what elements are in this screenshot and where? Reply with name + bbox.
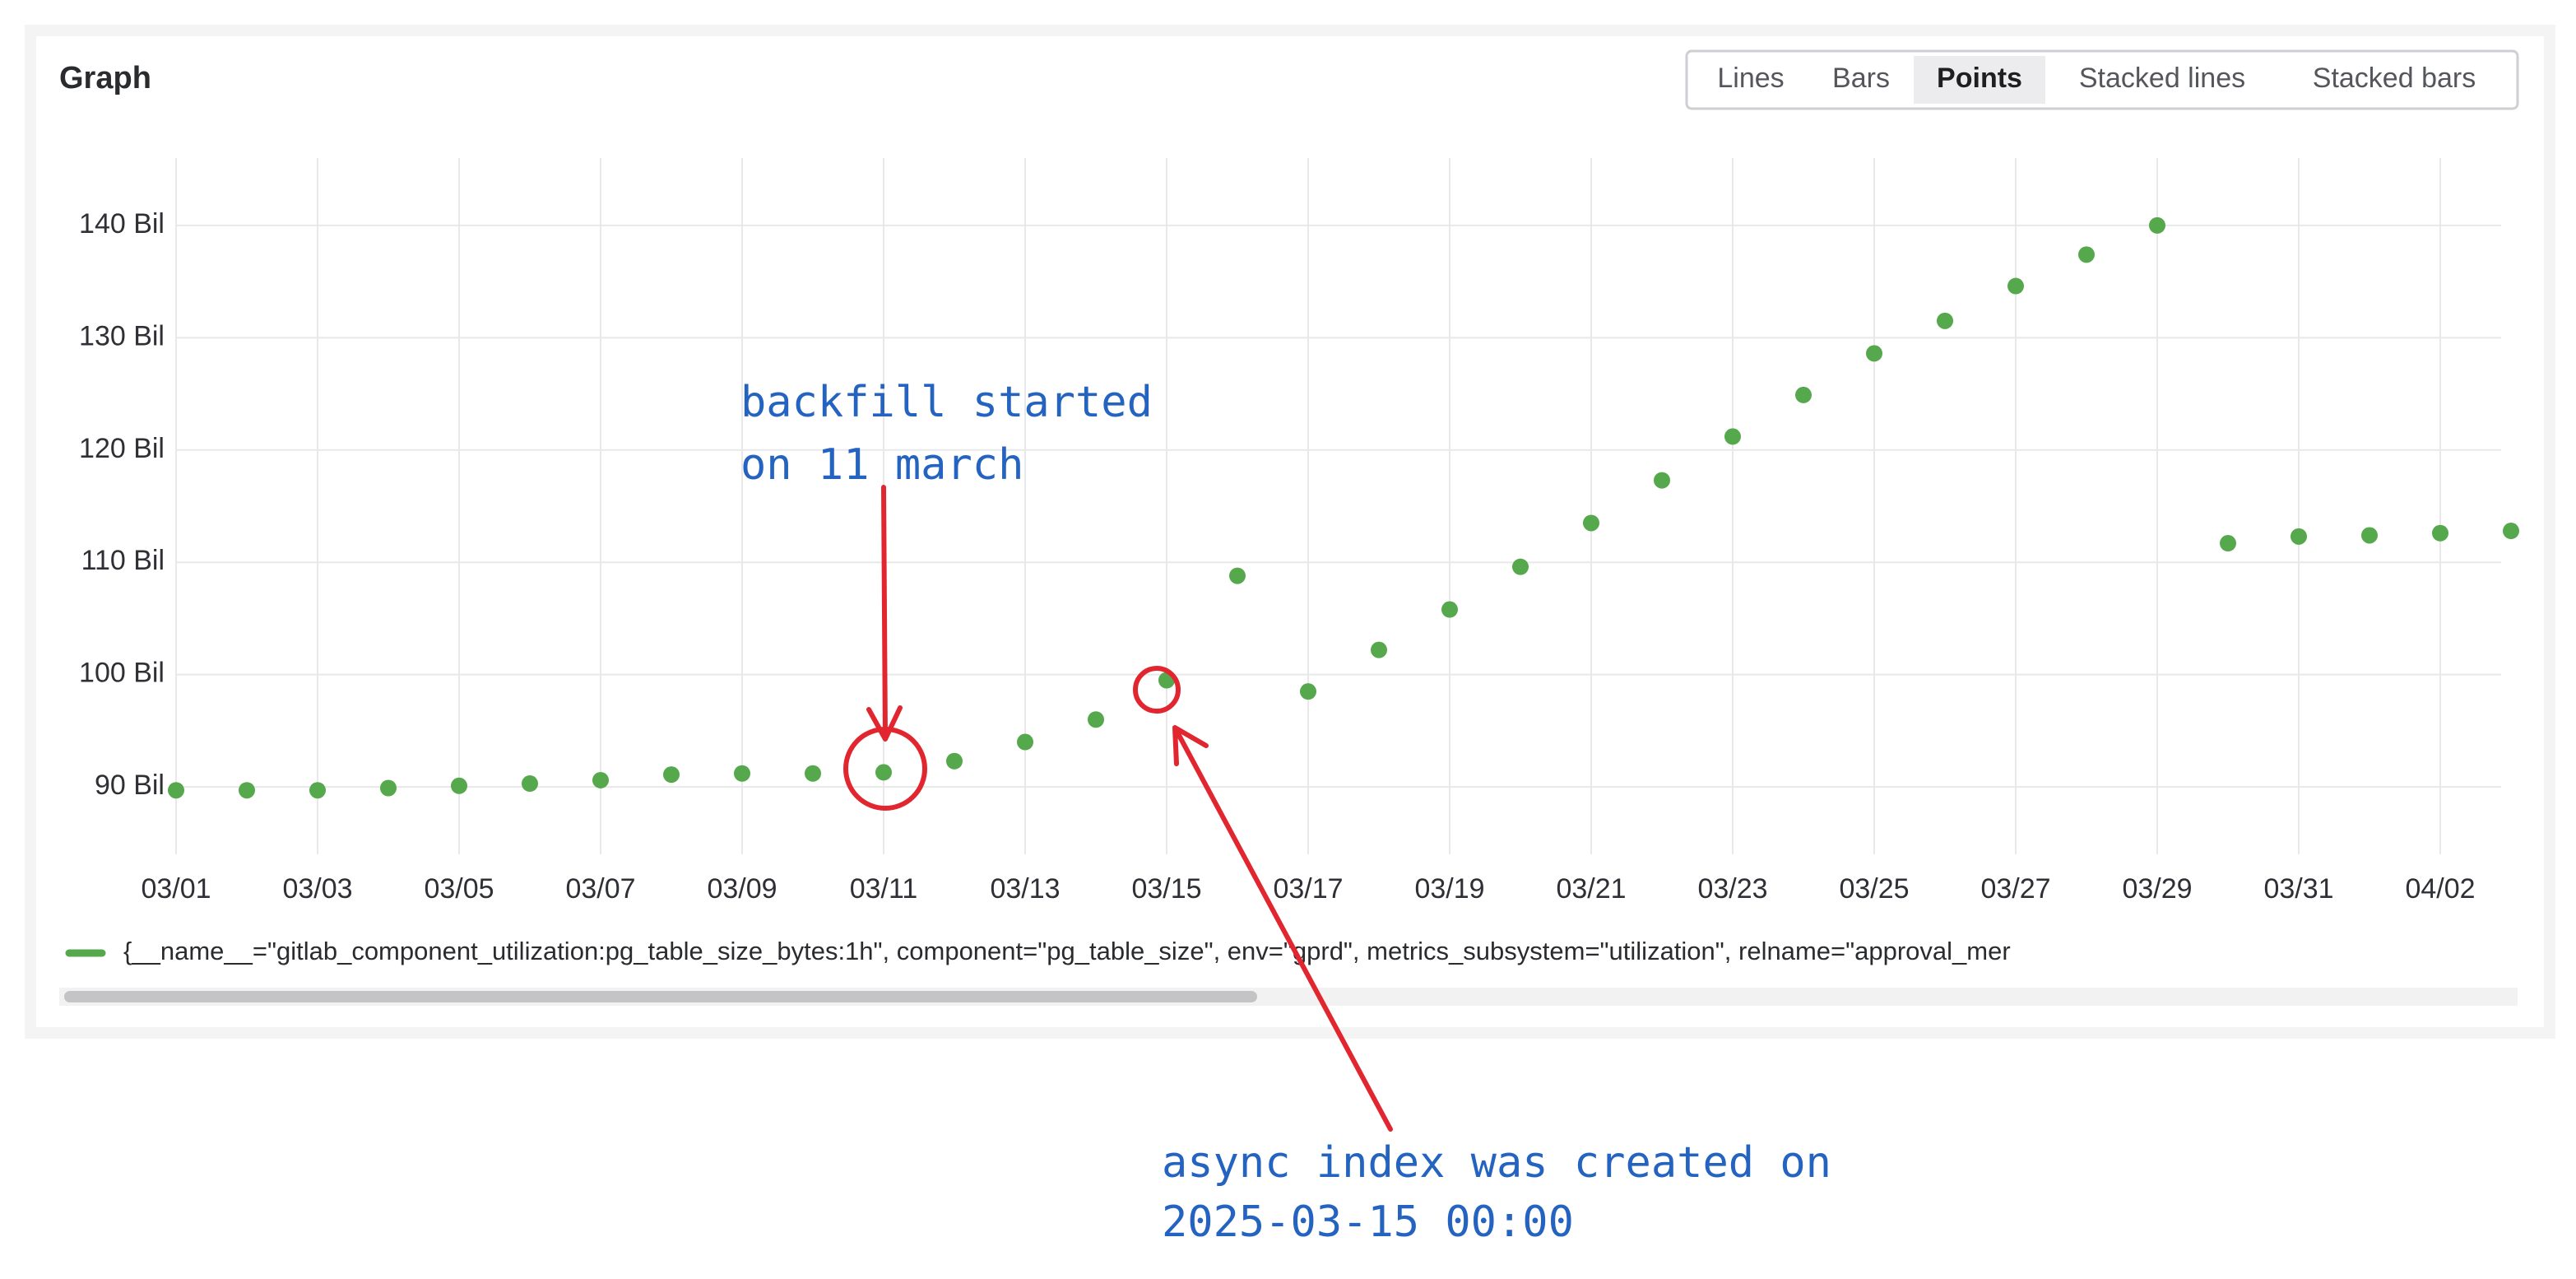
x-tick-label: 03/27 (1980, 873, 2050, 905)
annotation: 2025-03-15 00:00 (1162, 1198, 1574, 1247)
annotation: backfill started (740, 378, 1153, 427)
data-point (1866, 345, 1882, 362)
x-tick-label: 03/29 (2122, 873, 2192, 905)
data-point (451, 777, 467, 794)
data-point (1795, 386, 1812, 403)
data-point (1441, 601, 1458, 618)
data-point (2361, 527, 2378, 544)
data-point (1583, 514, 1599, 532)
x-tick-label: 03/15 (1131, 873, 1201, 905)
data-point (1937, 312, 1953, 329)
y-tick-label: 140 Bil (79, 208, 165, 240)
x-tick-label: 03/09 (707, 873, 777, 905)
mode-button[interactable]: Points (1937, 63, 2022, 94)
data-point (2220, 535, 2236, 552)
y-tick-label: 100 Bil (79, 658, 165, 689)
data-point (1300, 683, 1316, 700)
data-point (2432, 524, 2448, 542)
data-point (663, 766, 680, 784)
mode-button[interactable]: Stacked lines (2079, 63, 2245, 94)
y-tick-label: 110 Bil (81, 545, 165, 576)
mode-button[interactable]: Stacked bars (2313, 63, 2476, 94)
mode-button[interactable]: Bars (1832, 63, 1890, 94)
data-point (1512, 558, 1529, 575)
data-point (522, 775, 538, 793)
data-point (2078, 246, 2095, 263)
data-point (380, 779, 397, 797)
x-tick-label: 03/23 (1697, 873, 1767, 905)
scrollbar-thumb[interactable] (64, 991, 1257, 1002)
data-point (946, 752, 963, 770)
data-point (734, 765, 750, 782)
x-tick-label: 03/01 (141, 873, 211, 905)
data-point (875, 764, 892, 781)
arrow (866, 485, 903, 742)
legend-entry[interactable]: {__name__="gitlab_component_utilization:… (123, 937, 2011, 965)
panel (36, 36, 2544, 1027)
data-point (1371, 641, 1387, 658)
y-tick-label: 120 Bil (79, 433, 165, 464)
data-point (2149, 216, 2165, 234)
mode-button[interactable]: Lines (1717, 63, 1784, 94)
mode-toggle (1685, 49, 2519, 110)
panel-title: Graph (59, 61, 151, 95)
x-tick-label: 03/11 (850, 873, 918, 905)
data-point (1654, 472, 1670, 489)
x-tick-label: 03/25 (1839, 873, 1909, 905)
mode-button-bg (1914, 56, 2045, 104)
y-tick-label: 130 Bil (79, 320, 165, 351)
x-tick-label: 03/17 (1273, 873, 1343, 905)
arrow (1172, 725, 1393, 1132)
data-point (168, 782, 184, 799)
x-tick-label: 03/13 (990, 873, 1060, 905)
data-point (239, 782, 255, 799)
annotation: async index was created on (1162, 1138, 1831, 1188)
legend-clip: {__name__="gitlab_component_utilization:… (123, 937, 2011, 965)
data-point (1229, 567, 1246, 584)
data-point (2007, 277, 2024, 295)
x-tick-label: 03/31 (2263, 873, 2333, 905)
data-point (309, 782, 326, 799)
data-point (1088, 711, 1104, 728)
x-tick-label: 04/02 (2405, 873, 2475, 905)
data-point (1724, 428, 1741, 445)
data-point (805, 765, 821, 782)
data-point (2291, 528, 2307, 545)
x-tick-label: 03/03 (282, 873, 352, 905)
x-tick-label: 03/05 (424, 873, 494, 905)
x-tick-label: 03/07 (565, 873, 635, 905)
data-point (2503, 523, 2519, 540)
highlight-circle (1133, 666, 1181, 714)
data-point (592, 771, 609, 788)
x-tick-label: 03/21 (1556, 873, 1626, 905)
x-tick-label: 03/19 (1414, 873, 1484, 905)
annotation: on 11 march (740, 440, 1023, 490)
data-point (1017, 733, 1033, 751)
y-tick-label: 90 Bil (95, 770, 165, 801)
